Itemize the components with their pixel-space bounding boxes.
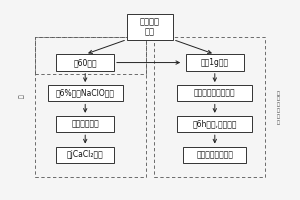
Bar (56, 54, 114, 71)
Bar (177, 116, 252, 132)
Bar (56, 147, 114, 163)
Text: 过60目筛: 过60目筛 (74, 58, 97, 67)
Bar (56, 116, 114, 132)
Bar (154, 37, 265, 177)
Bar (127, 14, 173, 40)
Bar (35, 37, 146, 74)
Text: 筛: 筛 (19, 94, 25, 98)
Bar (186, 54, 244, 71)
Text: 加入乙二醇乙醚溶液: 加入乙二醇乙醚溶液 (194, 89, 236, 98)
Text: 计算矿物比表面积: 计算矿物比表面积 (196, 150, 233, 159)
Text: 富有机质
页岩: 富有机质 页岩 (140, 17, 160, 37)
Text: 与jCaCl₂反应: 与jCaCl₂反应 (67, 150, 104, 159)
Text: 与6%浓度NaClO反应: 与6%浓度NaClO反应 (56, 89, 115, 98)
Bar (177, 85, 252, 101)
Bar (48, 85, 123, 101)
Bar (183, 147, 247, 163)
Text: 与稀盐酸反应: 与稀盐酸反应 (71, 119, 99, 129)
Bar (35, 37, 146, 177)
Text: 每6h称重,直至恒重: 每6h称重,直至恒重 (193, 119, 237, 129)
Text: 称取1g样品: 称取1g样品 (201, 58, 229, 67)
Text: 矿
物
比
表
面
积: 矿 物 比 表 面 积 (277, 91, 280, 125)
